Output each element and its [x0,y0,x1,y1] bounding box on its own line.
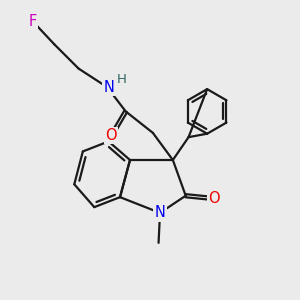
Text: N: N [103,80,114,94]
Text: F: F [29,14,37,29]
Text: N: N [154,206,165,220]
Text: O: O [208,191,220,206]
Text: O: O [106,128,117,143]
Text: H: H [117,73,127,85]
